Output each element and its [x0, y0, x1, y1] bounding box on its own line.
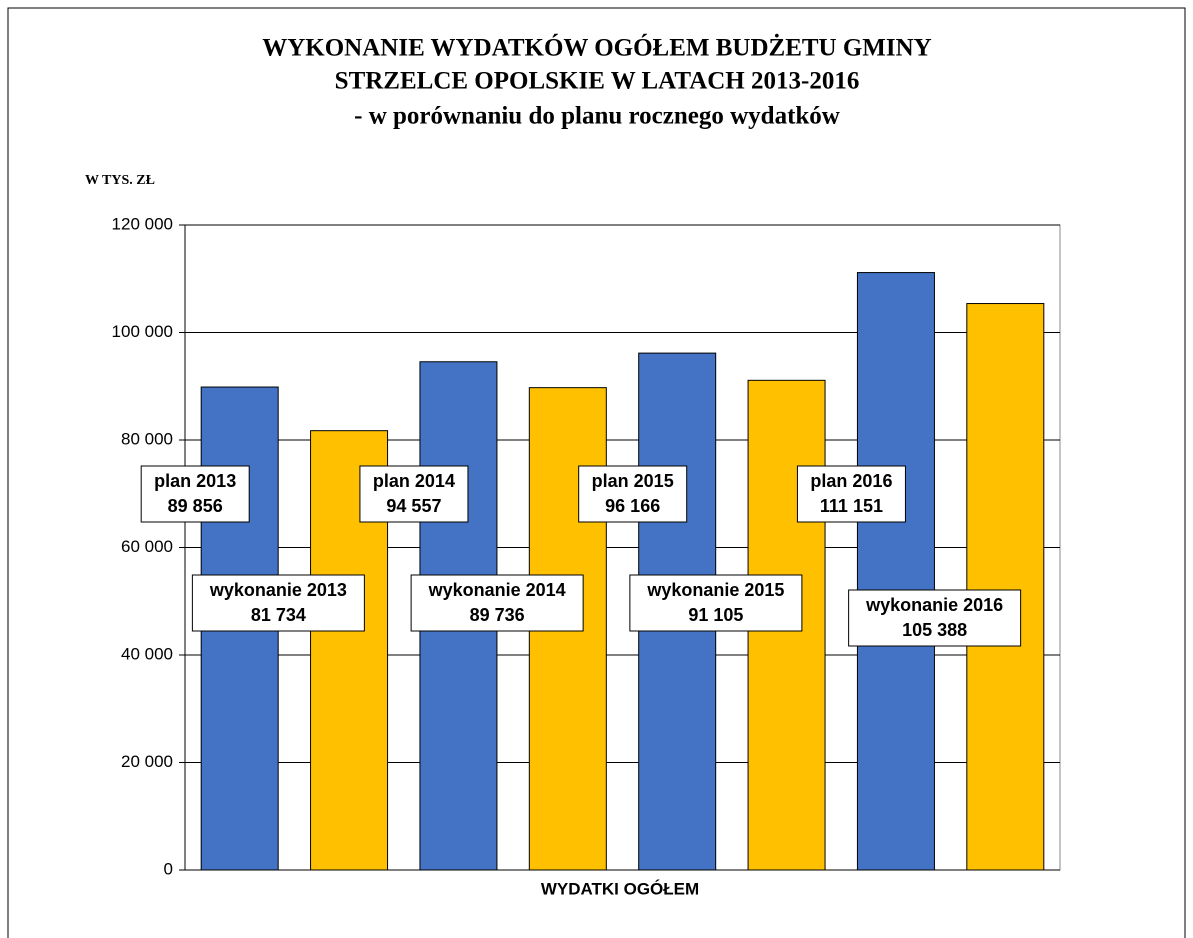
data-label-name: plan 2013: [154, 471, 236, 491]
data-label-value: 89 736: [470, 605, 525, 625]
data-label-name: wykonanie 2015: [646, 580, 784, 600]
data-label-name: wykonanie 2014: [428, 580, 566, 600]
y-tick-label: 100 000: [112, 322, 173, 341]
data-label-name: plan 2015: [592, 471, 674, 491]
data-label-value: 94 557: [386, 496, 441, 516]
data-label-box: [848, 589, 1022, 647]
data-label-box: [359, 465, 469, 523]
y-tick-label: 40 000: [121, 644, 173, 663]
data-label-value: 96 166: [605, 496, 660, 516]
data-label-box: [796, 465, 906, 523]
y-tick-label: 80 000: [121, 429, 173, 448]
data-label-value: 91 105: [688, 605, 743, 625]
chart-title: WYKONANIE WYDATKÓW OGÓŁEM BUDŻETU GMINY: [262, 34, 932, 62]
data-label-box: [629, 574, 803, 632]
bar: [856, 272, 935, 871]
data-label-name: wykonanie 2016: [865, 595, 1003, 615]
data-label-value: 105 388: [902, 620, 967, 640]
data-label-value: 89 856: [168, 496, 223, 516]
chart-title: STRZELCE OPOLSKIE W LATACH 2013-2016: [335, 68, 860, 95]
data-label-box: [410, 574, 584, 632]
data-label-name: wykonanie 2013: [209, 580, 347, 600]
data-label-value: 111 151: [820, 496, 883, 516]
y-tick-label: 20 000: [121, 752, 173, 771]
y-tick-label: 0: [164, 859, 173, 878]
data-label-value: 81 734: [251, 605, 306, 625]
data-label-name: plan 2014: [373, 471, 455, 491]
data-label-name: plan 2016: [810, 471, 892, 491]
data-label-box: [140, 465, 250, 523]
frame: [7, 7, 1186, 938]
chart-subtitle: - w porównaniu do planu rocznego wydatkó…: [354, 103, 840, 130]
y-tick-label: 120 000: [112, 214, 173, 233]
bar: [966, 303, 1045, 871]
y-axis-label: W TYS. ZŁ: [85, 173, 155, 188]
data-label-box: [578, 465, 688, 523]
x-axis-label: WYDATKI OGÓŁEM: [541, 879, 699, 898]
bar: [310, 430, 389, 871]
y-tick-label: 60 000: [121, 537, 173, 556]
data-label-box: [191, 574, 365, 632]
